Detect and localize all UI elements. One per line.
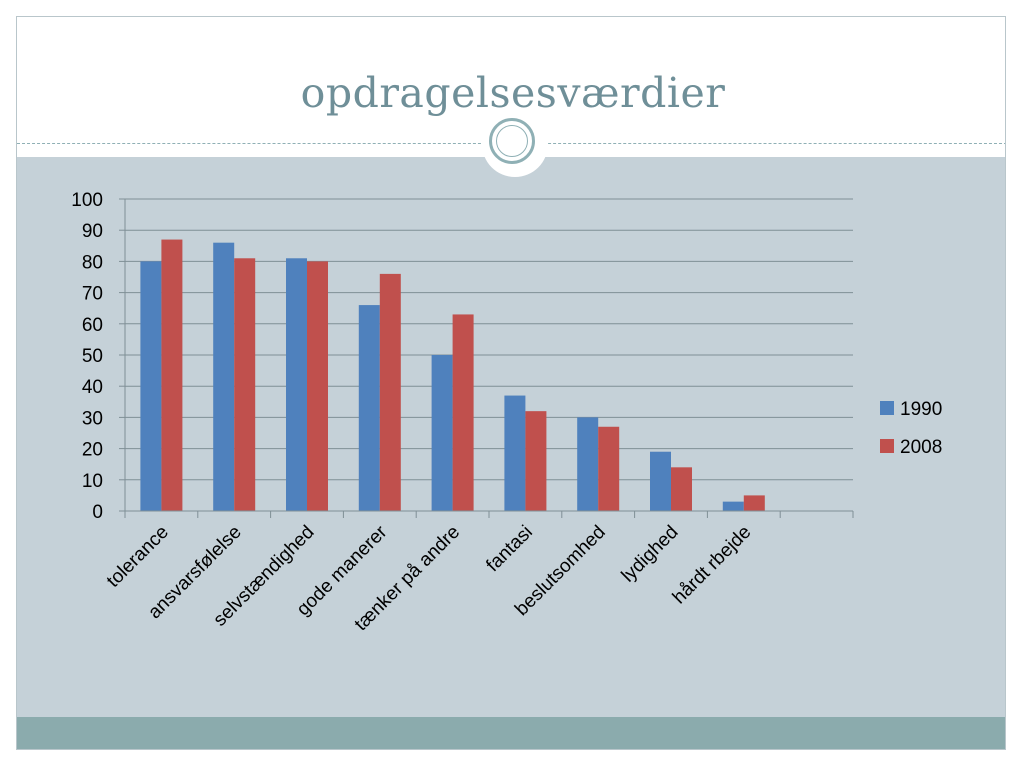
bar-2008 [234, 258, 256, 511]
bar-1990 [431, 355, 453, 511]
y-tick-label: 50 [82, 346, 103, 367]
category-label: hårdt rbejde [669, 522, 756, 609]
bars [140, 239, 765, 511]
y-tick-labels: 0 10 20 30 40 50 60 70 80 90 100 [71, 190, 103, 523]
legend-swatch-2008 [880, 439, 894, 453]
y-tick-label: 90 [82, 221, 103, 242]
circle-ornament-icon [482, 111, 548, 177]
category-labels: toleranceansvarsfølelseselvstændighedgod… [103, 521, 756, 635]
bar-1990 [577, 417, 599, 511]
y-tick-label: 70 [82, 284, 103, 305]
bar-2008 [307, 261, 328, 511]
bar-2008 [743, 495, 765, 511]
bar-2008 [161, 239, 183, 511]
bar-2008 [598, 426, 620, 511]
y-tick-label: 0 [92, 502, 103, 523]
bar-1990 [358, 305, 380, 511]
bar-1990 [722, 501, 744, 511]
y-tick-label: 100 [71, 190, 103, 211]
y-tick-label: 20 [82, 440, 103, 461]
y-tick-label: 80 [82, 252, 103, 273]
ornament-ring-inner [496, 125, 528, 157]
legend: 1990 2008 [880, 399, 942, 458]
legend-label: 2008 [900, 437, 942, 458]
ornament-ring [489, 118, 535, 164]
legend-swatch-1990 [880, 401, 894, 415]
slide-title: opdragelsesværdier [300, 69, 726, 117]
y-tick-label: 60 [82, 315, 103, 336]
bar-2008 [671, 467, 692, 511]
axes [119, 198, 854, 518]
bar-1990 [504, 395, 526, 511]
bar-2008 [525, 411, 547, 511]
y-tick-label: 40 [82, 377, 103, 398]
bar-2008 [452, 314, 474, 511]
category-label: fantasi [482, 522, 536, 576]
y-tick-label: 10 [82, 471, 103, 492]
bar-1990 [213, 242, 235, 511]
bar-1990 [650, 451, 671, 511]
y-tick-label: 30 [82, 408, 103, 429]
legend-label: 1990 [900, 399, 942, 420]
bar-2008 [379, 273, 401, 511]
category-label: lydighed [618, 522, 683, 587]
bar-1990 [140, 261, 162, 511]
category-label: tolerance [103, 522, 173, 592]
footer-bar [17, 717, 1005, 749]
bar-1990 [286, 258, 307, 511]
